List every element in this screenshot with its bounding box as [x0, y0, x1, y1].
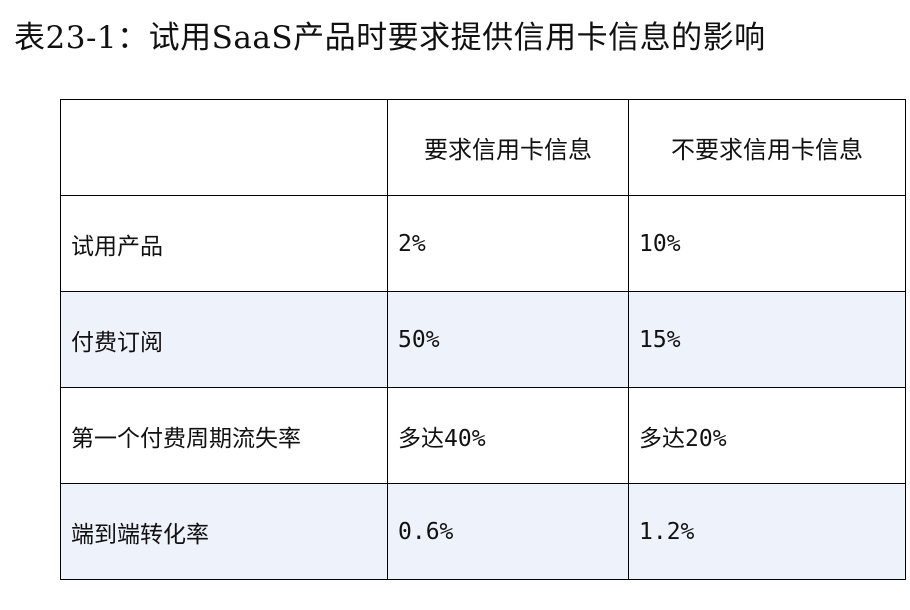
table-row: 付费订阅 50% 15%	[60, 291, 906, 388]
row-label: 付费订阅	[60, 291, 388, 388]
table-row: 第一个付费周期流失率 多达40% 多达20%	[60, 387, 906, 484]
value-no-card: 1.2%	[628, 483, 906, 580]
row-label: 端到端转化率	[60, 483, 388, 580]
value-requires-card: 50%	[387, 291, 629, 388]
value-no-card: 15%	[628, 291, 906, 388]
table-row: 端到端转化率 0.6% 1.2%	[60, 483, 906, 580]
header-cell-requires-card: 要求信用卡信息	[387, 99, 629, 196]
comparison-table: 要求信用卡信息 不要求信用卡信息 试用产品 2% 10% 付费订阅 50% 15…	[60, 99, 906, 580]
value-requires-card: 多达40%	[387, 387, 629, 484]
row-label: 第一个付费周期流失率	[60, 387, 388, 484]
table-row: 试用产品 2% 10%	[60, 195, 906, 292]
table-header-row: 要求信用卡信息 不要求信用卡信息	[60, 99, 906, 196]
table-title: 表23-1：试用SaaS产品时要求提供信用卡信息的影响	[14, 20, 766, 56]
header-cell-no-card: 不要求信用卡信息	[628, 99, 906, 196]
value-no-card: 多达20%	[628, 387, 906, 484]
row-label: 试用产品	[60, 195, 388, 292]
value-requires-card: 0.6%	[387, 483, 629, 580]
header-cell-empty	[60, 99, 388, 196]
value-requires-card: 2%	[387, 195, 629, 292]
value-no-card: 10%	[628, 195, 906, 292]
